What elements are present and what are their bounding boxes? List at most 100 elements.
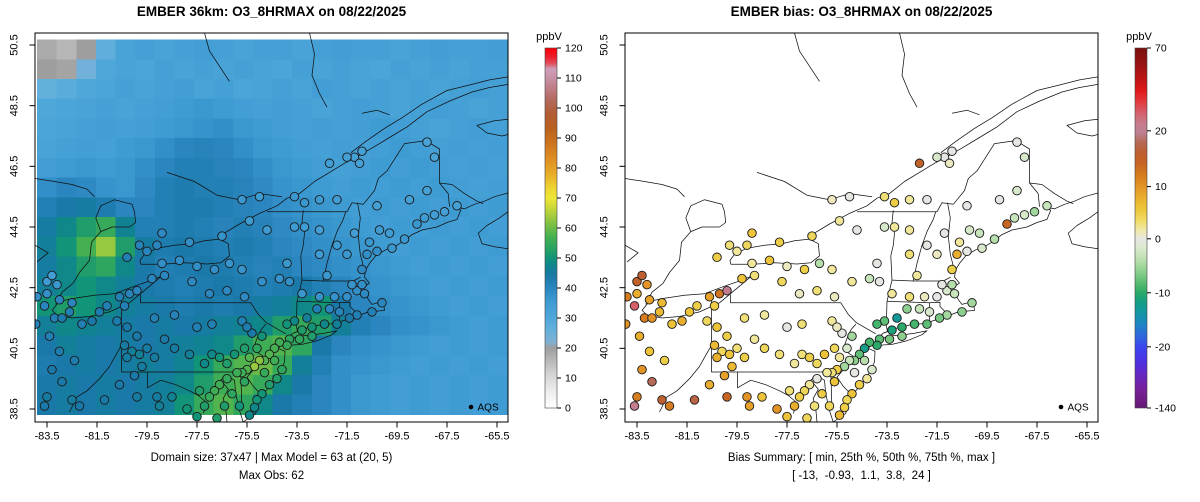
station-point bbox=[152, 392, 162, 402]
station-point bbox=[774, 349, 785, 360]
station-point bbox=[637, 364, 647, 375]
station-point bbox=[852, 225, 862, 235]
station-point bbox=[902, 304, 912, 314]
svg-text:-69.5: -69.5 bbox=[974, 431, 999, 443]
station-point bbox=[122, 322, 132, 332]
station-point bbox=[739, 313, 750, 323]
station-point bbox=[364, 237, 375, 247]
station-point bbox=[277, 364, 287, 375]
station-point bbox=[399, 234, 410, 244]
svg-text:50.5: 50.5 bbox=[599, 34, 611, 55]
station-point bbox=[314, 194, 325, 205]
station-point bbox=[742, 392, 752, 402]
svg-text:-81.5: -81.5 bbox=[84, 431, 109, 443]
svg-text:40.5: 40.5 bbox=[9, 338, 21, 359]
station-point bbox=[719, 370, 730, 381]
station-point bbox=[889, 197, 900, 208]
station-point bbox=[387, 243, 397, 253]
station-point bbox=[42, 276, 52, 287]
station-point bbox=[839, 402, 850, 413]
station-point bbox=[934, 313, 945, 323]
station-point bbox=[937, 279, 947, 290]
station-point bbox=[634, 331, 645, 341]
station-point bbox=[372, 246, 382, 257]
station-point bbox=[299, 197, 310, 208]
station-point bbox=[829, 292, 840, 302]
station-point bbox=[859, 343, 870, 354]
svg-text:10: 10 bbox=[1155, 181, 1167, 193]
station-point bbox=[977, 243, 987, 253]
station-point bbox=[757, 392, 767, 402]
station-point bbox=[204, 288, 215, 299]
station-point bbox=[872, 258, 882, 269]
station-point bbox=[962, 246, 972, 257]
station-point bbox=[904, 249, 915, 260]
svg-text:60: 60 bbox=[565, 223, 577, 235]
station-point bbox=[122, 352, 132, 363]
station-point bbox=[219, 401, 230, 411]
station-point bbox=[282, 319, 292, 329]
svg-text:-10: -10 bbox=[1155, 287, 1170, 299]
station-point bbox=[659, 355, 670, 366]
station-point bbox=[952, 249, 962, 260]
station-point bbox=[789, 401, 800, 411]
station-point bbox=[227, 389, 237, 399]
station-point bbox=[625, 319, 631, 329]
station-point bbox=[122, 252, 132, 263]
station-point bbox=[802, 413, 812, 422]
station-point bbox=[357, 264, 367, 275]
station-point bbox=[812, 373, 822, 384]
station-point bbox=[744, 401, 755, 411]
svg-text:-65.5: -65.5 bbox=[1074, 431, 1099, 443]
station-point bbox=[854, 379, 865, 390]
station-point bbox=[1042, 201, 1052, 211]
station-point bbox=[99, 395, 110, 405]
station-point bbox=[214, 352, 225, 363]
station-point bbox=[677, 316, 687, 326]
station-point bbox=[732, 343, 742, 354]
station-point bbox=[632, 276, 642, 287]
station-point bbox=[237, 264, 247, 275]
station-point bbox=[47, 364, 57, 375]
station-point bbox=[142, 343, 152, 354]
station-point bbox=[782, 261, 792, 272]
svg-text:-71.5: -71.5 bbox=[334, 431, 359, 443]
svg-text:-140: -140 bbox=[1155, 403, 1176, 415]
station-point bbox=[237, 316, 247, 326]
svg-text:46.5: 46.5 bbox=[599, 156, 611, 177]
station-point bbox=[727, 361, 737, 372]
station-point bbox=[44, 331, 55, 341]
station-point bbox=[664, 401, 675, 411]
station-point bbox=[362, 249, 372, 260]
svg-text:0: 0 bbox=[1155, 233, 1161, 245]
svg-text:-65.5: -65.5 bbox=[484, 431, 509, 443]
station-point bbox=[749, 334, 760, 344]
station-point bbox=[1012, 137, 1022, 147]
station-point bbox=[657, 395, 667, 405]
svg-text:-67.5: -67.5 bbox=[434, 431, 459, 443]
station-point bbox=[137, 361, 147, 372]
station-point bbox=[887, 288, 897, 299]
station-point bbox=[847, 276, 857, 287]
station-point bbox=[182, 404, 192, 414]
station-point bbox=[269, 355, 280, 366]
station-point bbox=[742, 240, 752, 250]
station-point bbox=[314, 225, 325, 235]
station-point bbox=[322, 270, 332, 281]
station-point bbox=[832, 322, 842, 332]
station-point bbox=[344, 313, 355, 323]
station-point bbox=[1009, 213, 1020, 223]
station-point bbox=[962, 201, 972, 211]
station-point bbox=[307, 322, 317, 332]
station-point bbox=[119, 340, 130, 351]
station-point bbox=[142, 246, 152, 257]
station-point bbox=[1029, 207, 1040, 217]
station-point bbox=[314, 292, 325, 302]
svg-text:46.5: 46.5 bbox=[9, 156, 21, 177]
station-point bbox=[864, 273, 875, 284]
station-point bbox=[844, 191, 855, 202]
station-point bbox=[229, 349, 240, 360]
station-point bbox=[157, 228, 167, 238]
station-point bbox=[644, 346, 655, 357]
station-point bbox=[829, 376, 840, 387]
